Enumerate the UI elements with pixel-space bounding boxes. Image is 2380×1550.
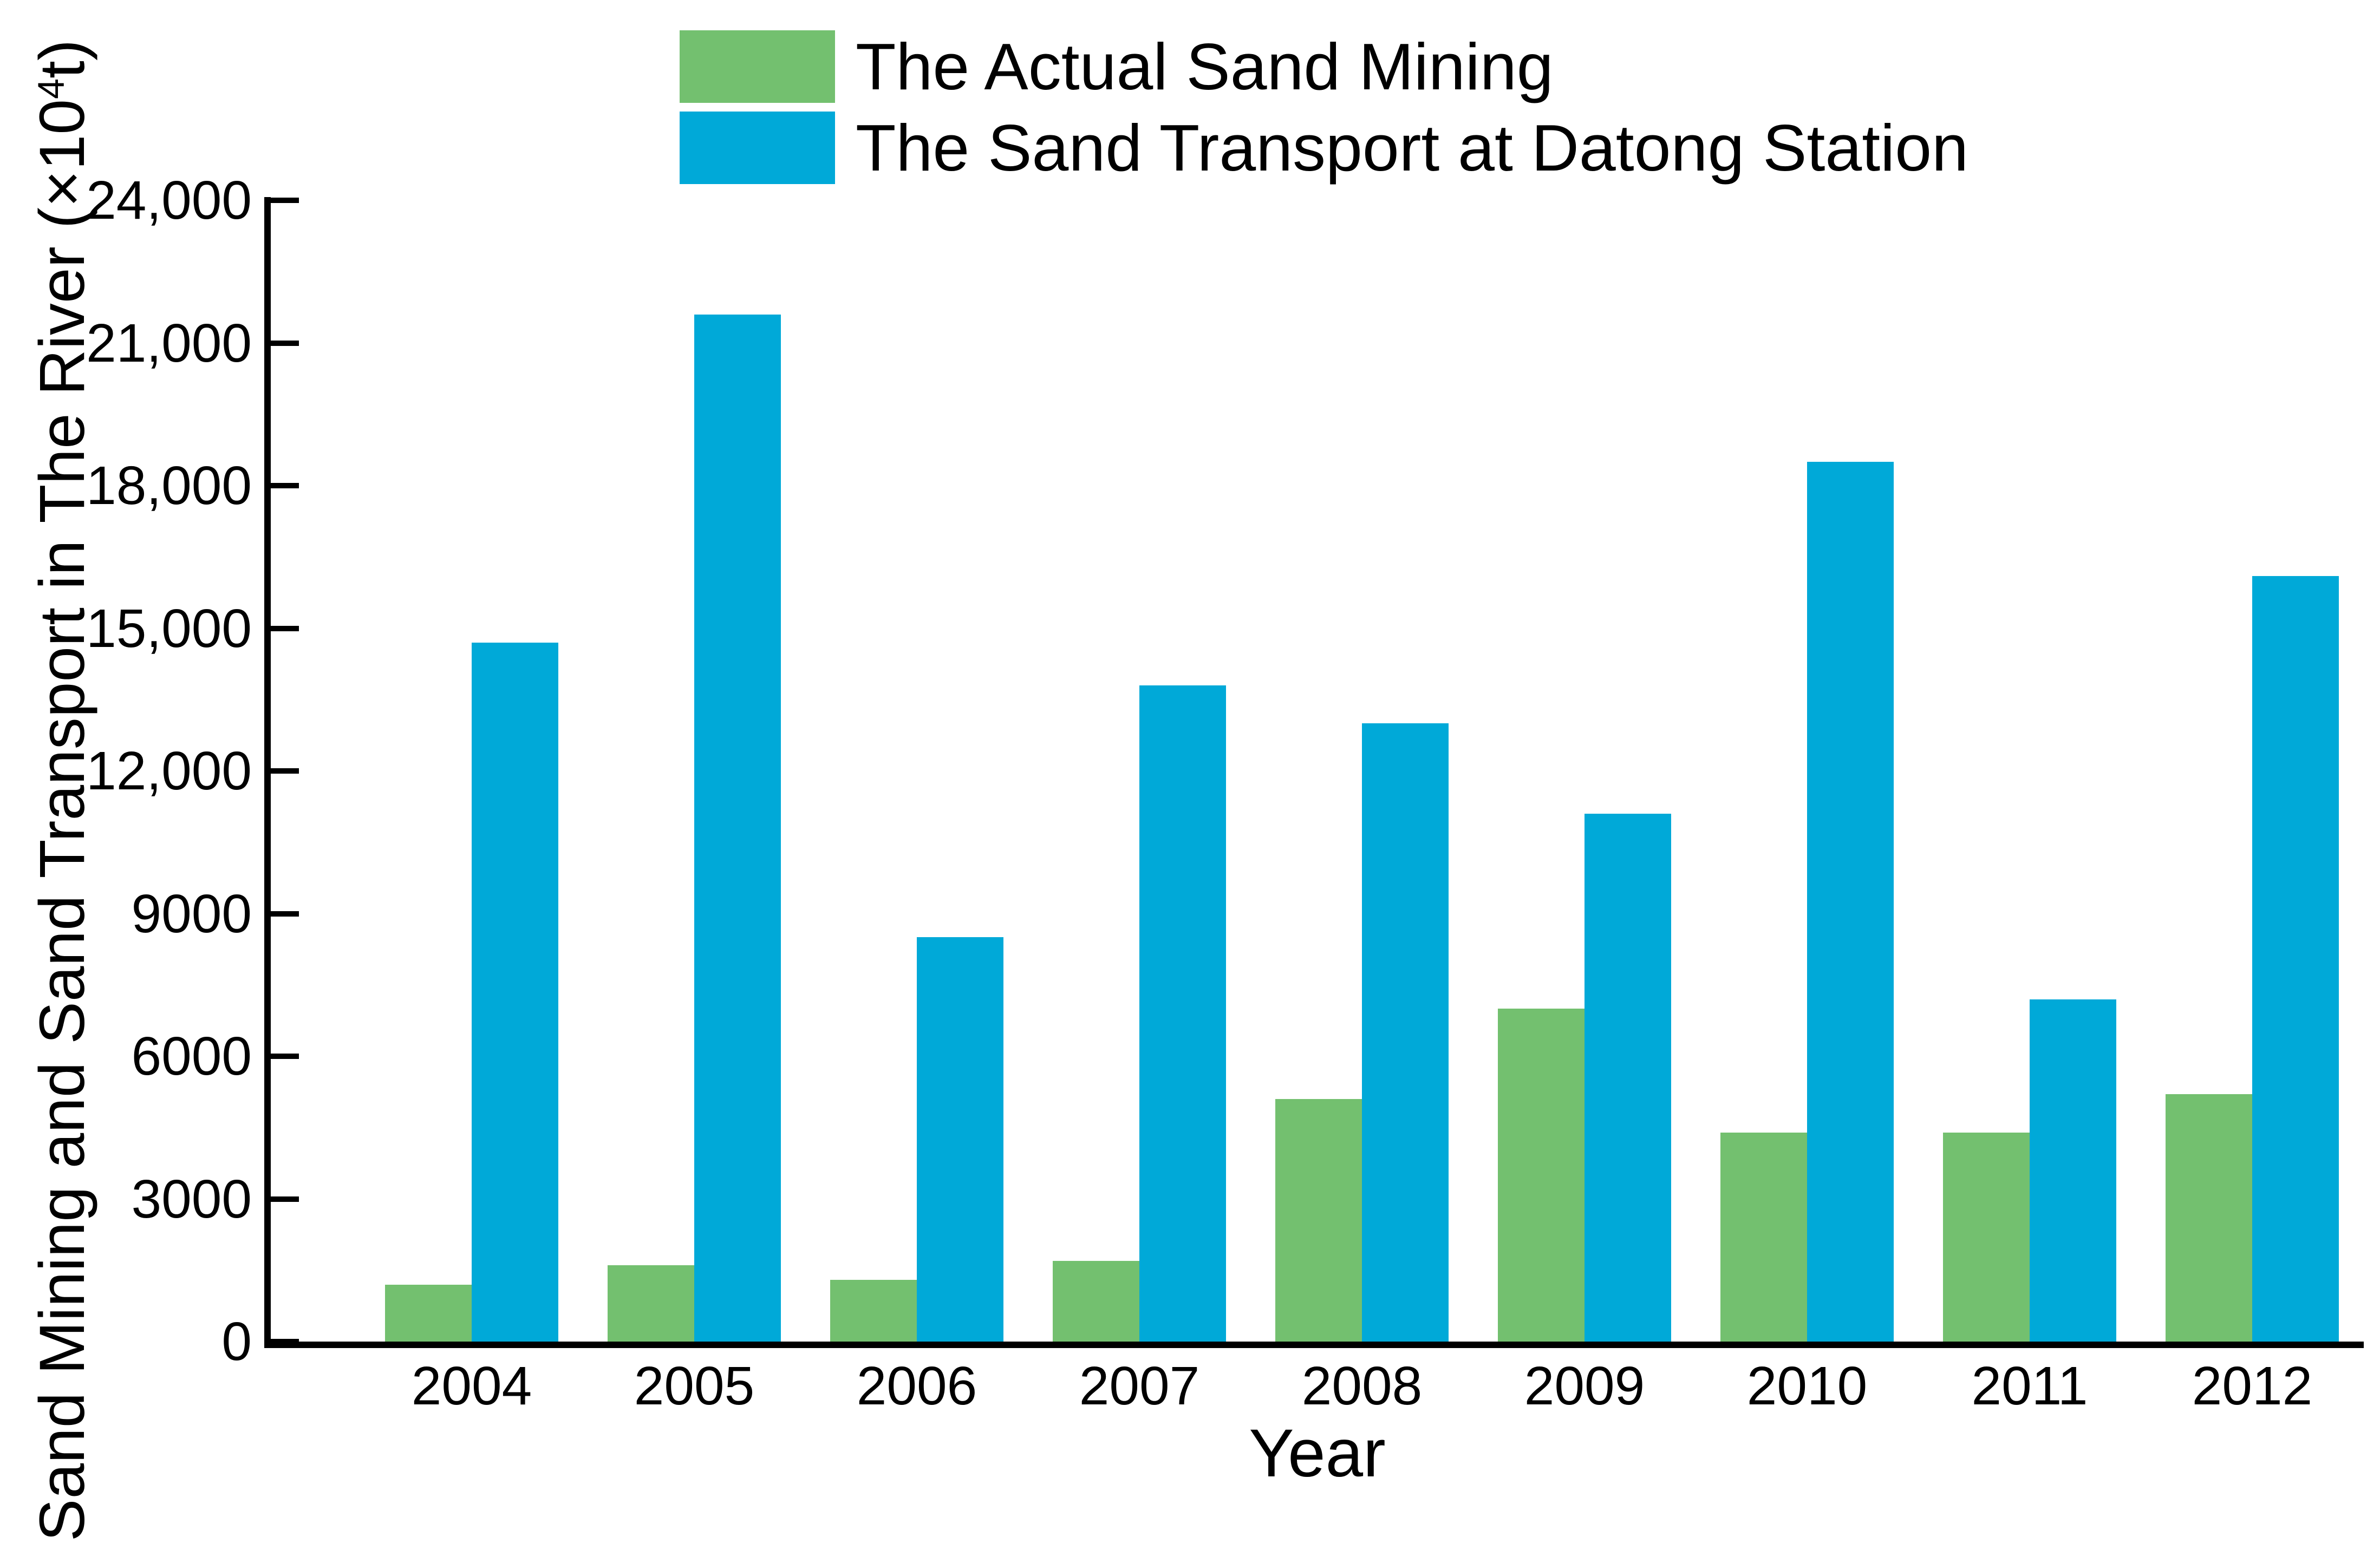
bar-sand-transport-2004 <box>472 642 558 1342</box>
bar-sand-mining-2011 <box>1943 1132 2030 1342</box>
y-tick-mark <box>271 911 299 917</box>
x-tick-label-2007: 2007 <box>1079 1356 1200 1416</box>
y-axis-title-suffix: t) <box>27 39 99 79</box>
y-tick-mark <box>271 1196 299 1202</box>
y-tick-mark <box>271 483 299 488</box>
y-tick-mark <box>271 625 299 631</box>
bar-sand-transport-2009 <box>1585 814 1671 1342</box>
y-tick-mark <box>271 768 299 774</box>
bar-sand-transport-2008 <box>1362 723 1449 1342</box>
bar-sand-mining-2006 <box>830 1279 917 1342</box>
bar-sand-mining-2012 <box>2166 1094 2252 1342</box>
bar-sand-transport-2006 <box>917 937 1003 1342</box>
y-tick-label: 21,000 <box>86 312 252 374</box>
y-tick-mark <box>271 198 299 203</box>
bar-sand-mining-2010 <box>1720 1132 1807 1342</box>
y-tick-label: 24,000 <box>86 170 252 231</box>
x-tick-label-2012: 2012 <box>2192 1356 2313 1416</box>
x-tick-label-2004: 2004 <box>411 1356 532 1416</box>
y-tick-label: 9000 <box>131 883 252 944</box>
y-tick-label: 12,000 <box>86 741 252 801</box>
y-axis-line <box>264 197 271 1348</box>
y-axis-title-superscript: 4 <box>30 78 72 99</box>
legend-item-sand-transport: The Sand Transport at Datong Station <box>680 112 1968 184</box>
legend-item-sand-mining: The Actual Sand Mining <box>680 30 1968 103</box>
y-tick-label: 6000 <box>131 1026 252 1087</box>
bar-sand-transport-2012 <box>2252 575 2339 1342</box>
y-tick-mark <box>271 1339 299 1344</box>
x-tick-label-2010: 2010 <box>1746 1356 1868 1416</box>
legend-label-sand-transport: The Sand Transport at Datong Station <box>856 111 1968 185</box>
legend: The Actual Sand Mining The Sand Transpor… <box>680 30 1968 193</box>
y-tick-label: 3000 <box>131 1168 252 1229</box>
bar-sand-mining-2005 <box>608 1265 694 1342</box>
bar-sand-transport-2010 <box>1807 462 1894 1342</box>
legend-swatch-green <box>680 30 835 103</box>
x-axis-title: Year <box>1249 1416 1386 1491</box>
y-tick-label: 15,000 <box>86 598 252 659</box>
x-tick-label-2006: 2006 <box>856 1356 977 1416</box>
bar-sand-transport-2005 <box>694 314 781 1342</box>
bar-sand-mining-2007 <box>1053 1260 1139 1342</box>
bar-sand-mining-2004 <box>385 1284 472 1342</box>
bar-sand-transport-2011 <box>2030 999 2116 1342</box>
y-tick-label: 0 <box>221 1311 252 1372</box>
x-tick-label-2008: 2008 <box>1301 1356 1423 1416</box>
bar-sand-mining-2009 <box>1498 1009 1585 1342</box>
legend-swatch-blue <box>680 112 835 184</box>
x-axis-line <box>264 1342 2364 1348</box>
y-tick-label: 18,000 <box>86 455 252 516</box>
bar-sand-transport-2007 <box>1139 685 1226 1342</box>
bar-sand-mining-2008 <box>1275 1099 1362 1342</box>
legend-label-sand-mining: The Actual Sand Mining <box>856 30 1554 103</box>
y-tick-mark <box>271 340 299 346</box>
x-tick-label-2005: 2005 <box>634 1356 755 1416</box>
y-tick-mark <box>271 1054 299 1059</box>
plot-area <box>271 198 2364 1344</box>
x-tick-label-2009: 2009 <box>1524 1356 1645 1416</box>
x-tick-label-2011: 2011 <box>1971 1356 2088 1416</box>
